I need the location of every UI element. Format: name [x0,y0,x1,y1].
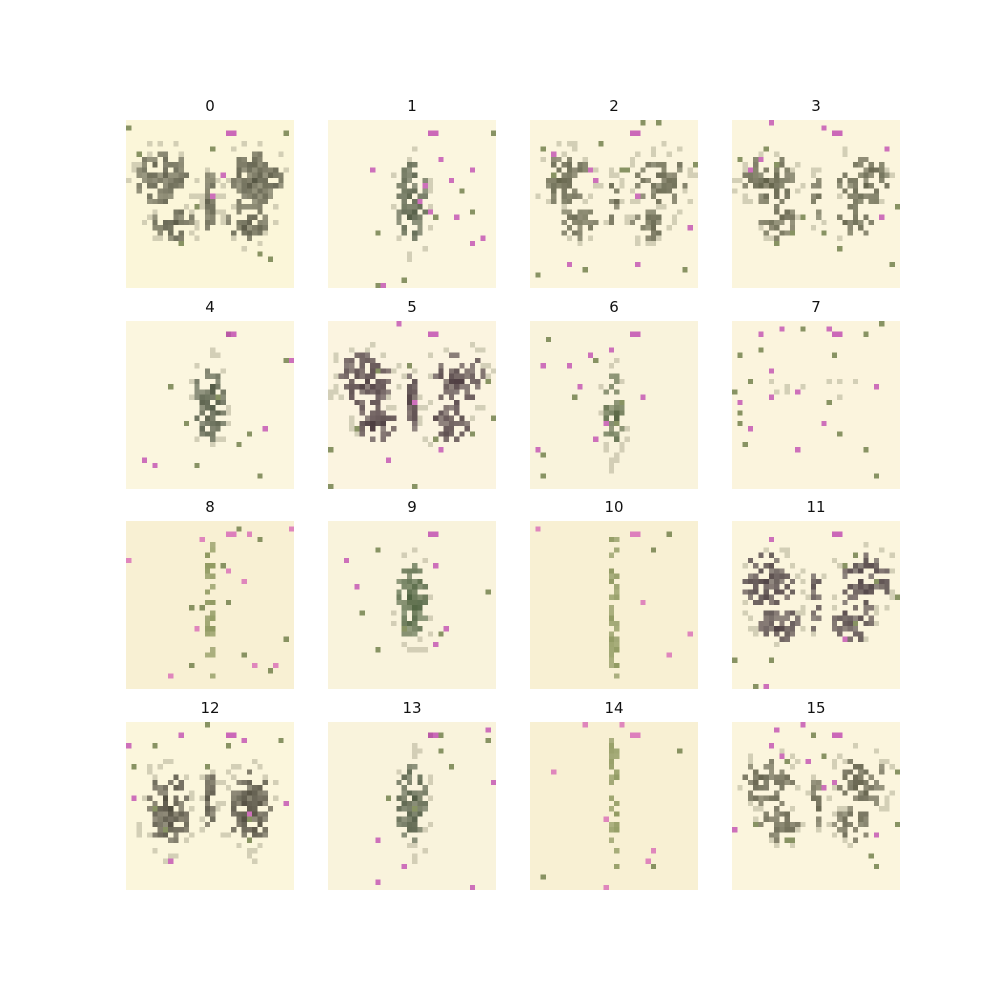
thumbnail-accent-mark [831,732,843,738]
thumbnail-accent-mark [831,130,843,136]
insect-thumbnail-beetle [328,120,496,288]
panel-title: 10 [604,498,624,516]
insect-thumbnail-beetle [126,321,294,489]
thumbnail-pixels [732,536,900,689]
thumbnail-accent-mark [427,331,439,337]
thumbnail-pixels [126,526,294,679]
panel-7: 7 [732,299,900,489]
panel-title: 2 [609,97,619,115]
panel-title: 9 [407,498,417,516]
insect-thumbnail-beetle [328,521,496,689]
panel-title: 1 [407,97,417,115]
thumbnail-accent-mark [629,331,641,337]
insect-thumbnail-stick [530,521,698,689]
thumbnail-pixels [732,120,900,267]
panel-15: 15 [732,700,900,890]
insect-thumbnail-stick [530,722,698,890]
panel-title: 5 [407,298,417,316]
thumbnail-accent-mark [629,732,641,738]
thumbnail-pixels [126,125,289,262]
insect-thumbnail-wings [126,722,294,890]
panel-title: 3 [811,97,821,115]
thumbnail-accent-mark [427,732,439,738]
insect-thumbnail-butterfly [732,521,900,689]
panel-title: 7 [811,298,821,316]
panel-14: 14 [530,700,698,890]
panel-4: 4 [126,299,294,489]
panel-10: 10 [530,499,698,689]
thumbnail-pixels [328,321,496,489]
thumbnail-accent-mark [225,732,237,738]
thumbnail-pixels [126,722,289,864]
thumbnail-pixels [343,547,491,653]
thumbnail-accent-mark [225,531,237,537]
panel-6: 6 [530,299,698,489]
thumbnail-pixels [535,120,698,278]
thumbnail-accent-mark [831,531,843,537]
thumbnail-pixels [370,130,496,288]
insect-thumbnail-faint [732,321,900,489]
thumbnail-background [732,321,900,489]
thumbnail-accent-mark [427,130,439,136]
thumbnail-accent-mark [629,130,641,136]
panel-title: 13 [402,699,422,717]
thumbnail-accent-mark [427,531,439,537]
panel-title: 15 [806,699,826,717]
panel-title: 12 [200,699,220,717]
panel-title: 6 [609,298,619,316]
panel-3: 3 [732,98,900,288]
panel-title: 0 [205,97,215,115]
insect-thumbnail-moth [732,722,900,890]
thumbnail-pixels [375,727,496,890]
panel-title: 14 [604,699,624,717]
panel-8: 8 [126,499,294,689]
thumbnail-accent-mark [629,531,641,537]
panel-title: 4 [205,298,215,316]
insect-thumbnail-moth [530,120,698,288]
panel-0: 0 [126,98,294,288]
thumbnail-accent-mark [225,331,237,337]
panel-title: 11 [806,498,826,516]
thumbnail-pixels [535,526,693,679]
panel-5: 5 [328,299,496,489]
thumbnail-accent-mark [831,331,843,337]
panel-12: 12 [126,700,294,890]
thumbnail-pixels [732,321,885,479]
insect-thumbnail-butterfly [328,321,496,489]
thumbnail-accent-mark [225,130,237,136]
thumbnail-pixels [141,331,294,479]
insect-thumbnail-stick [126,521,294,689]
panel-9: 9 [328,499,496,689]
thumbnail-pixels [540,722,683,890]
insect-thumbnail-butterfly [126,120,294,288]
insect-thumbnail-mantis [530,321,698,489]
insect-thumbnail-beetle [328,722,496,890]
thumbnail-pixels [535,336,646,479]
panel-13: 13 [328,700,496,890]
panel-11: 11 [732,499,900,689]
panel-title: 8 [205,498,215,516]
panel-1: 1 [328,98,496,288]
panel-2: 2 [530,98,698,288]
thumbnail-pixels [732,722,900,869]
insect-thumbnail-moth [732,120,900,288]
